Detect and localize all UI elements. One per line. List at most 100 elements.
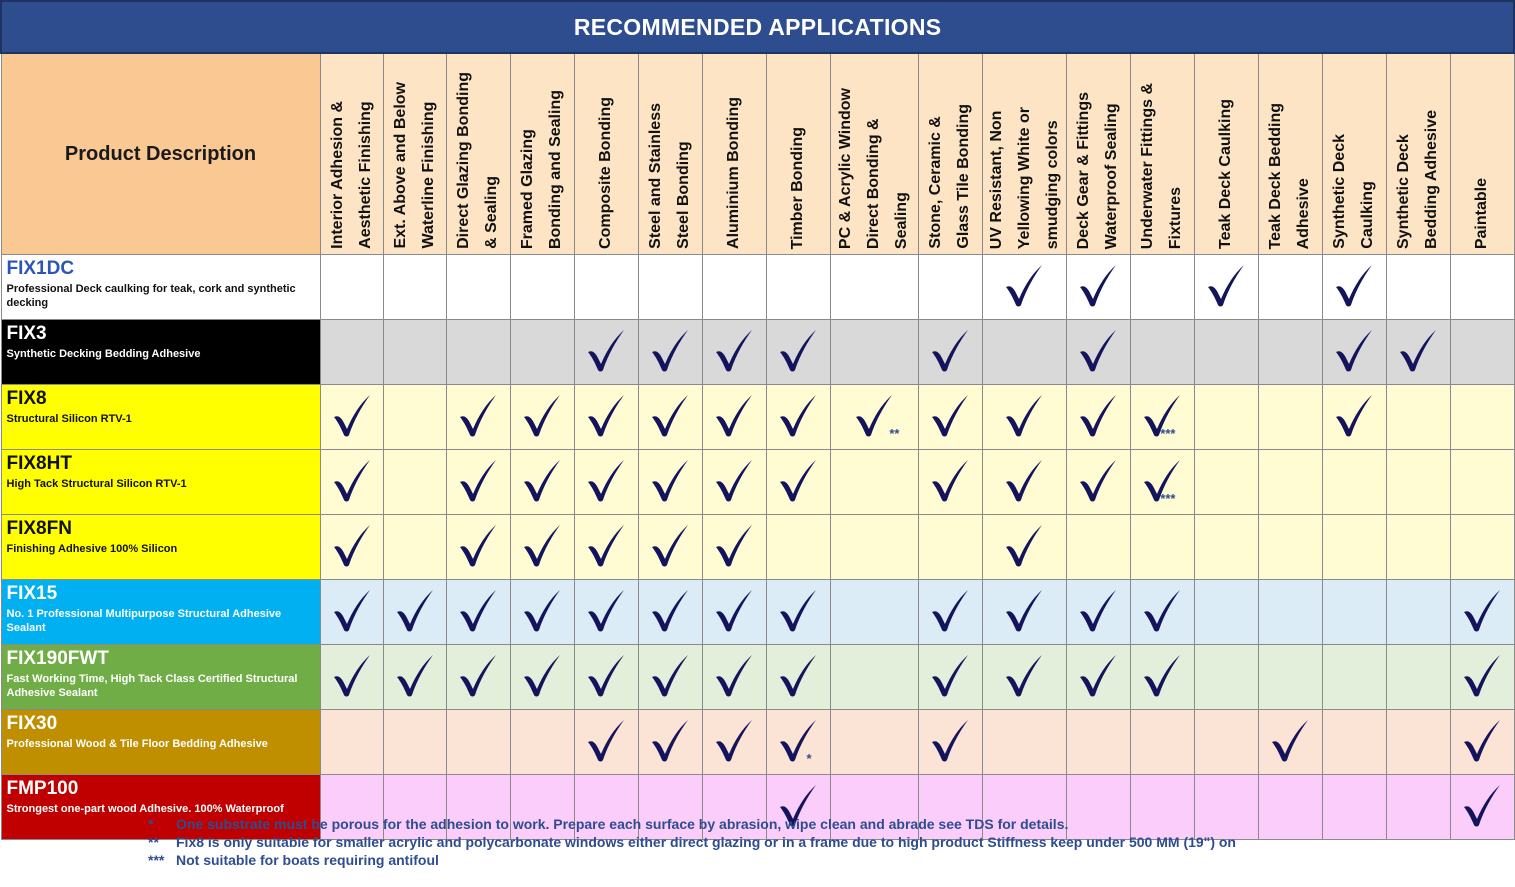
- column-header-label: UV Resistant, Non Yellowing White or smu…: [987, 106, 1061, 249]
- checkmark-icon: [650, 718, 690, 762]
- checkmark-icon: [586, 393, 626, 437]
- matrix-cell: [917, 709, 983, 775]
- column-header: Paintable: [1449, 52, 1515, 255]
- column-header: Composite Bonding: [573, 52, 639, 255]
- column-header-label: Aluminium Bonding: [725, 97, 742, 249]
- product-row: FMP100 Strongest one-part wood Adhesive. …: [0, 774, 1515, 840]
- matrix-cell: [981, 384, 1067, 450]
- column-header-label: Paintable: [1473, 177, 1491, 249]
- footnote-symbol: **: [148, 834, 159, 850]
- checkmark-icon: [1004, 588, 1044, 632]
- column-header: Underwater Fittings & Fixtures: [1129, 52, 1195, 255]
- matrix-cell: [445, 579, 511, 645]
- matrix-cell: [1129, 254, 1195, 320]
- matrix-cell: [445, 644, 511, 710]
- matrix-cell: [701, 514, 767, 580]
- matrix-cell: [917, 644, 983, 710]
- matrix-cell: [509, 579, 575, 645]
- footnote: * One substrate must be porous for the ad…: [148, 815, 1448, 833]
- column-header: Stone, Ceramic & Glass Tile Bonding: [917, 52, 983, 255]
- checkmark-icon: [714, 588, 754, 632]
- matrix-cell: [445, 254, 511, 320]
- matrix-cell: [981, 774, 1067, 840]
- matrix-cell: [981, 644, 1067, 710]
- product-row: FIX190FWT Fast Working Time, High Tack Cl…: [0, 644, 1515, 710]
- matrix-cell: [319, 774, 384, 840]
- checkmark-icon: [1398, 328, 1438, 372]
- column-header-label: PC & Acrylic Window Direct Bonding & Sea…: [837, 87, 910, 249]
- matrix-cell: [1385, 254, 1451, 320]
- matrix-cell: [382, 449, 447, 515]
- checkmark-icon: [1078, 653, 1118, 697]
- checkmark-icon: [650, 328, 690, 372]
- matrix-cell: [829, 514, 919, 580]
- footnote-text: Not suitable for boats requiring antifou…: [176, 852, 439, 868]
- footnote-text: Fix8 is only suitable for smaller acryli…: [176, 834, 1236, 850]
- checkmark-icon: [930, 653, 970, 697]
- matrix-cell: [1449, 579, 1515, 645]
- product-row: FIX1DC Professional Deck caulking for tea…: [0, 254, 1515, 320]
- checkmark-icon: [930, 328, 970, 372]
- checkmark-icon: [458, 523, 498, 567]
- matrix-cell: [981, 514, 1067, 580]
- checkmark-icon: [1462, 653, 1502, 697]
- matrix-cell: [1257, 774, 1323, 840]
- matrix-cell: [765, 514, 831, 580]
- matrix-cell: [1193, 644, 1259, 710]
- column-header: Aluminium Bonding: [701, 52, 767, 255]
- product-name: FIX15: [6, 583, 58, 604]
- matrix-cell: [1321, 774, 1387, 840]
- matrix-cell: [637, 319, 703, 385]
- matrix-cell: [382, 254, 447, 320]
- product-name: FIX1DC: [6, 258, 75, 279]
- checkmark-icon: [714, 718, 754, 762]
- product-description: Strongest one-part wood Adhesive. 100% W…: [6, 803, 284, 815]
- matrix-cell: [1321, 449, 1387, 515]
- matrix-cell: [1065, 254, 1131, 320]
- matrix-cell: [1193, 254, 1259, 320]
- checkmark-icon: [930, 718, 970, 762]
- column-header-label: Direct Glazing Bonding & Sealing: [455, 72, 500, 249]
- checkmark-icon: [650, 523, 690, 567]
- matrix-cell: [701, 579, 767, 645]
- matrix-cell: [509, 319, 575, 385]
- matrix-cell: [1193, 384, 1259, 450]
- matrix-cell: [829, 774, 919, 840]
- matrix-cell: [1193, 449, 1259, 515]
- matrix-cell: [573, 254, 639, 320]
- checkmark-icon: [778, 653, 818, 697]
- matrix-cell: [1193, 774, 1259, 840]
- checkmark-icon: [1206, 263, 1246, 307]
- checkmark-icon: [522, 458, 562, 502]
- product-name: FIX8FN: [6, 518, 72, 539]
- table-title: RECOMMENDED APPLICATIONS: [0, 0, 1515, 54]
- product-rows: FIX1DC Professional Deck caulking for tea…: [0, 254, 1515, 840]
- matrix-cell: [382, 514, 447, 580]
- matrix-cell: [765, 644, 831, 710]
- product-label-cell: FIX190FWT Fast Working Time, High Tack Cl…: [0, 644, 321, 710]
- matrix-cell: [1193, 514, 1259, 580]
- matrix-cell: [701, 644, 767, 710]
- matrix-cell: [1129, 319, 1195, 385]
- checkmark-icon: [332, 458, 372, 502]
- checkmark-icon: [778, 458, 818, 502]
- column-header-label: Interior Adhesion & Aesthetic Finishing: [328, 101, 374, 249]
- checkmark-icon: [1334, 263, 1374, 307]
- checkmark-icon: [650, 588, 690, 632]
- column-header: Timber Bonding: [765, 52, 831, 255]
- matrix-cell: [917, 514, 983, 580]
- column-header-label: Synthetic Deck Caulking: [1331, 134, 1376, 249]
- footnote-symbol: ***: [148, 852, 165, 868]
- matrix-cell: [637, 709, 703, 775]
- checkmark-icon: [1270, 718, 1310, 762]
- applications-matrix: RECOMMENDED APPLICATIONS Product Descrip…: [0, 0, 1515, 840]
- matrix-cell: [1385, 644, 1451, 710]
- column-header-label: Ext. Above and Below Waterline Finishing: [391, 82, 437, 249]
- matrix-cell: [765, 384, 831, 450]
- checkmark-icon: [1004, 393, 1044, 437]
- column-header: Direct Glazing Bonding & Sealing: [445, 52, 511, 255]
- column-header: Synthetic Deck Caulking: [1321, 52, 1387, 255]
- checkmark-icon: [1004, 458, 1044, 502]
- matrix-cell: [829, 579, 919, 645]
- matrix-cell: ***: [1129, 384, 1195, 450]
